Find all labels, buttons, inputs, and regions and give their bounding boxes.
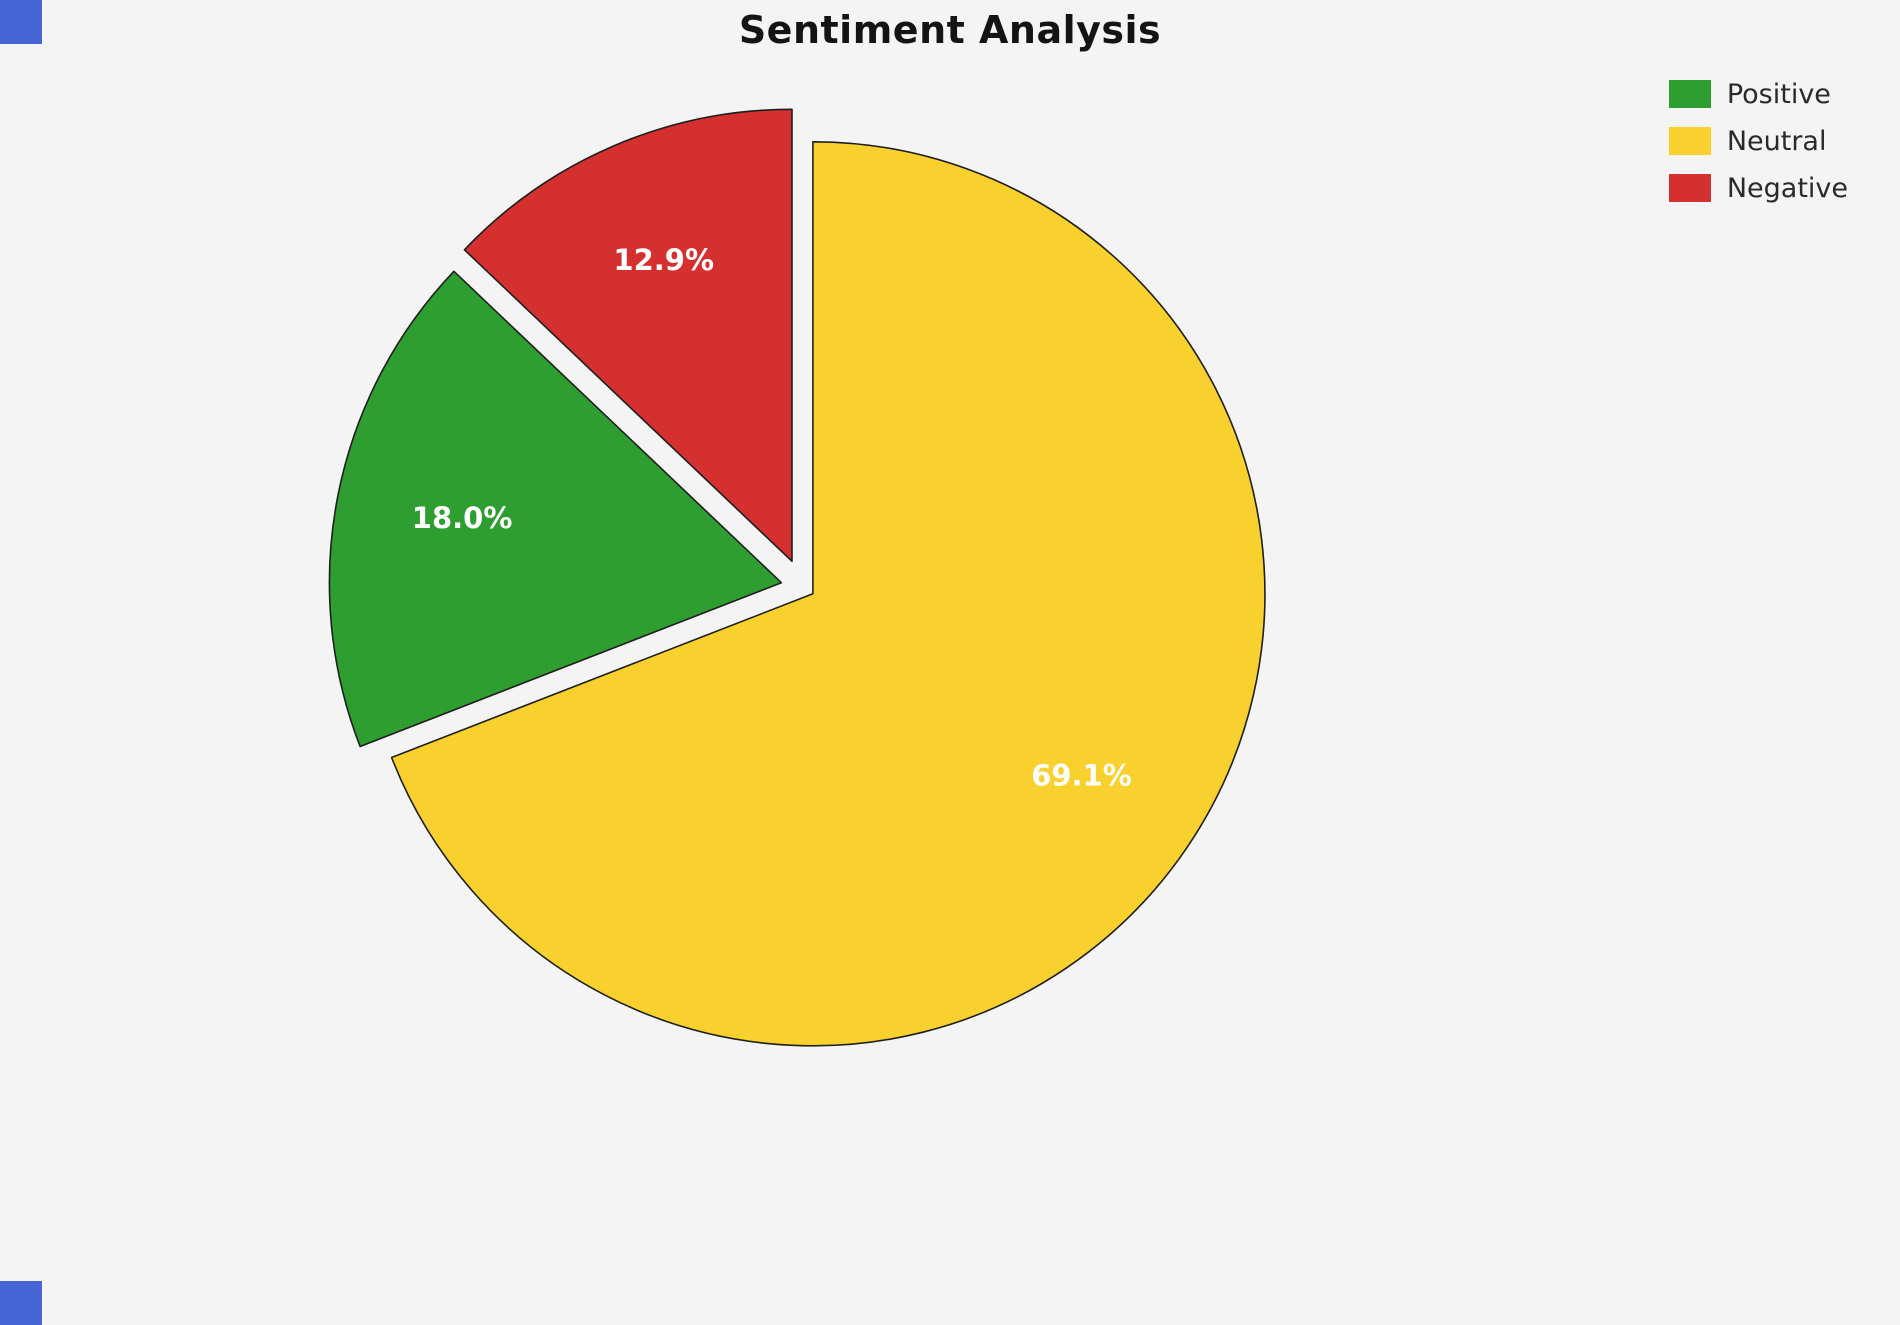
- pie-slice-neutral: [390, 141, 1266, 1047]
- pie-label-positive: 18.0%: [412, 501, 513, 535]
- corner-marker-bottom-left: [0, 1281, 42, 1325]
- corner-marker-top-left: [0, 0, 42, 44]
- legend-item-positive: Positive: [1668, 78, 1848, 110]
- chart-title: Sentiment Analysis: [738, 8, 1162, 52]
- pie-slice-negative: [463, 108, 793, 563]
- legend: Positive Neutral Negative: [1668, 78, 1848, 204]
- pie-slice-positive: [328, 270, 783, 748]
- legend-swatch-negative: [1668, 174, 1711, 202]
- pie-label-negative: 12.9%: [613, 243, 714, 277]
- legend-swatch-positive: [1668, 80, 1711, 108]
- pie-label-neutral: 69.1%: [1031, 759, 1132, 793]
- legend-label-positive: Positive: [1726, 78, 1831, 110]
- legend-label-negative: Negative: [1726, 172, 1848, 204]
- legend-swatch-neutral: [1668, 127, 1711, 155]
- legend-label-neutral: Neutral: [1726, 125, 1827, 157]
- legend-item-neutral: Neutral: [1668, 125, 1848, 157]
- legend-item-negative: Negative: [1668, 172, 1848, 204]
